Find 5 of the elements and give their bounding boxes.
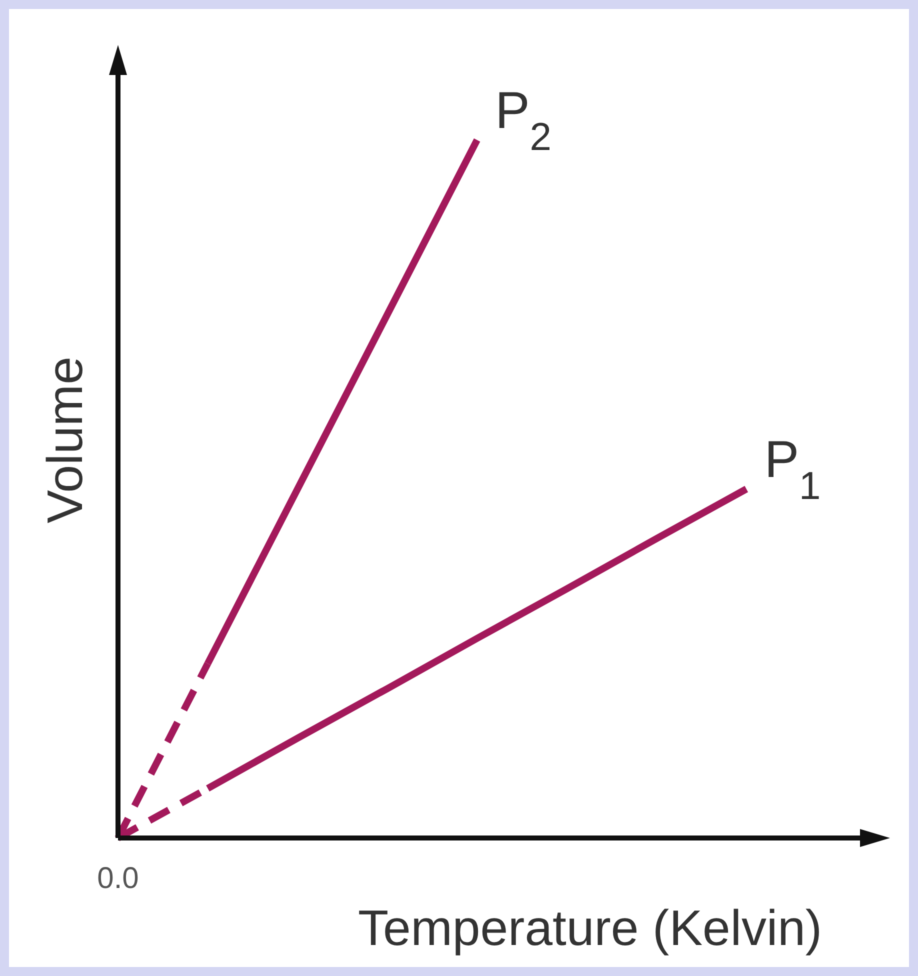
series-label: P$_{2}$ (495, 82, 552, 158)
y-axis-title: Volume (37, 356, 93, 524)
text: 0.0 (97, 862, 139, 895)
series-label: P$_{1}$ (764, 431, 821, 508)
x-axis-title: Temperature (Kelvin) (358, 900, 822, 956)
